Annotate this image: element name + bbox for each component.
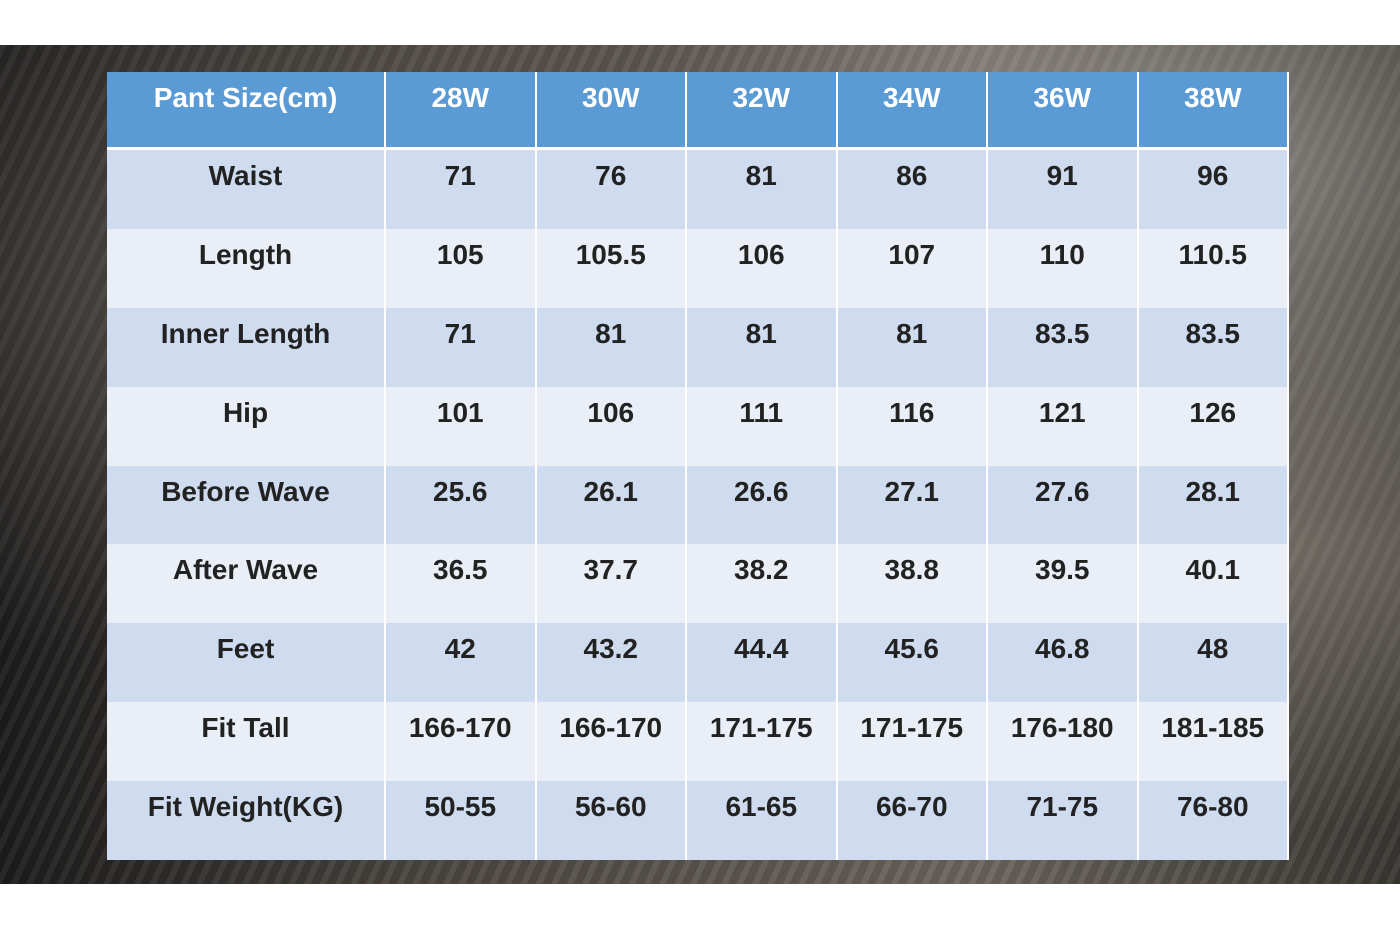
table-cell: 176-180 xyxy=(988,702,1139,782)
table-cell: 26.1 xyxy=(536,465,687,545)
table-cell: 45.6 xyxy=(837,623,988,703)
table-cell: 71 xyxy=(386,150,537,229)
table-cell: 105.5 xyxy=(536,228,687,308)
table-cell: 40.1 xyxy=(1138,544,1289,624)
table-cell: 46.8 xyxy=(988,623,1139,703)
table-cell: 83.5 xyxy=(988,307,1139,387)
row-label: Fit Weight(KG) xyxy=(107,781,386,860)
header-cell: 34W xyxy=(837,72,988,150)
row-label: Waist xyxy=(107,150,386,229)
row-label: Fit Tall xyxy=(107,702,386,782)
table-cell: 181-185 xyxy=(1138,702,1289,782)
table-cell: 44.4 xyxy=(687,623,838,703)
header-cell: Pant Size(cm) xyxy=(107,72,386,150)
table-cell: 110.5 xyxy=(1138,228,1289,308)
table-cell: 110 xyxy=(988,228,1139,308)
row-label: Length xyxy=(107,228,386,308)
table-cell: 166-170 xyxy=(386,702,537,782)
row-label: Feet xyxy=(107,623,386,703)
table-cell: 106 xyxy=(687,228,838,308)
header-cell: 38W xyxy=(1138,72,1289,150)
table-cell: 166-170 xyxy=(536,702,687,782)
table-cell: 71 xyxy=(386,307,537,387)
table-cell: 101 xyxy=(386,386,537,466)
table-cell: 42 xyxy=(386,623,537,703)
table-cell: 107 xyxy=(837,228,988,308)
row-label: Hip xyxy=(107,386,386,466)
table-cell: 38.2 xyxy=(687,544,838,624)
table-cell: 86 xyxy=(837,150,988,229)
table-cell: 76-80 xyxy=(1138,781,1289,860)
size-table: Pant Size(cm) 28W 30W 32W 34W 36W 38W Waist 71 76… xyxy=(107,72,1289,860)
table-cell: 71-75 xyxy=(988,781,1139,860)
table-cell: 38.8 xyxy=(837,544,988,624)
header-cell: 28W xyxy=(386,72,537,150)
table-cell: 96 xyxy=(1138,150,1289,229)
table-cell: 91 xyxy=(988,150,1139,229)
table-cell: 171-175 xyxy=(837,702,988,782)
row-label: Before Wave xyxy=(107,465,386,545)
table-cell: 27.1 xyxy=(837,465,988,545)
table-cell: 83.5 xyxy=(1138,307,1289,387)
header-cell: 36W xyxy=(988,72,1139,150)
table-cell: 81 xyxy=(536,307,687,387)
table-cell: 76 xyxy=(536,150,687,229)
table-cell: 39.5 xyxy=(988,544,1139,624)
table-cell: 27.6 xyxy=(988,465,1139,545)
table-cell: 106 xyxy=(536,386,687,466)
table-cell: 81 xyxy=(837,307,988,387)
header-cell: 30W xyxy=(536,72,687,150)
table-cell: 37.7 xyxy=(536,544,687,624)
table-cell: 126 xyxy=(1138,386,1289,466)
table-cell: 28.1 xyxy=(1138,465,1289,545)
header-cell: 32W xyxy=(687,72,838,150)
table-cell: 81 xyxy=(687,307,838,387)
table-cell: 25.6 xyxy=(386,465,537,545)
table-cell: 121 xyxy=(988,386,1139,466)
table-cell: 171-175 xyxy=(687,702,838,782)
table-cell: 43.2 xyxy=(536,623,687,703)
table-cell: 111 xyxy=(687,386,838,466)
table-cell: 105 xyxy=(386,228,537,308)
row-label: Inner Length xyxy=(107,307,386,387)
table-cell: 48 xyxy=(1138,623,1289,703)
table-cell: 50-55 xyxy=(386,781,537,860)
table-cell: 66-70 xyxy=(837,781,988,860)
table-cell: 26.6 xyxy=(687,465,838,545)
table-cell: 81 xyxy=(687,150,838,229)
row-label: After Wave xyxy=(107,544,386,624)
table-cell: 36.5 xyxy=(386,544,537,624)
table-cell: 56-60 xyxy=(536,781,687,860)
table-cell: 116 xyxy=(837,386,988,466)
table-cell: 61-65 xyxy=(687,781,838,860)
